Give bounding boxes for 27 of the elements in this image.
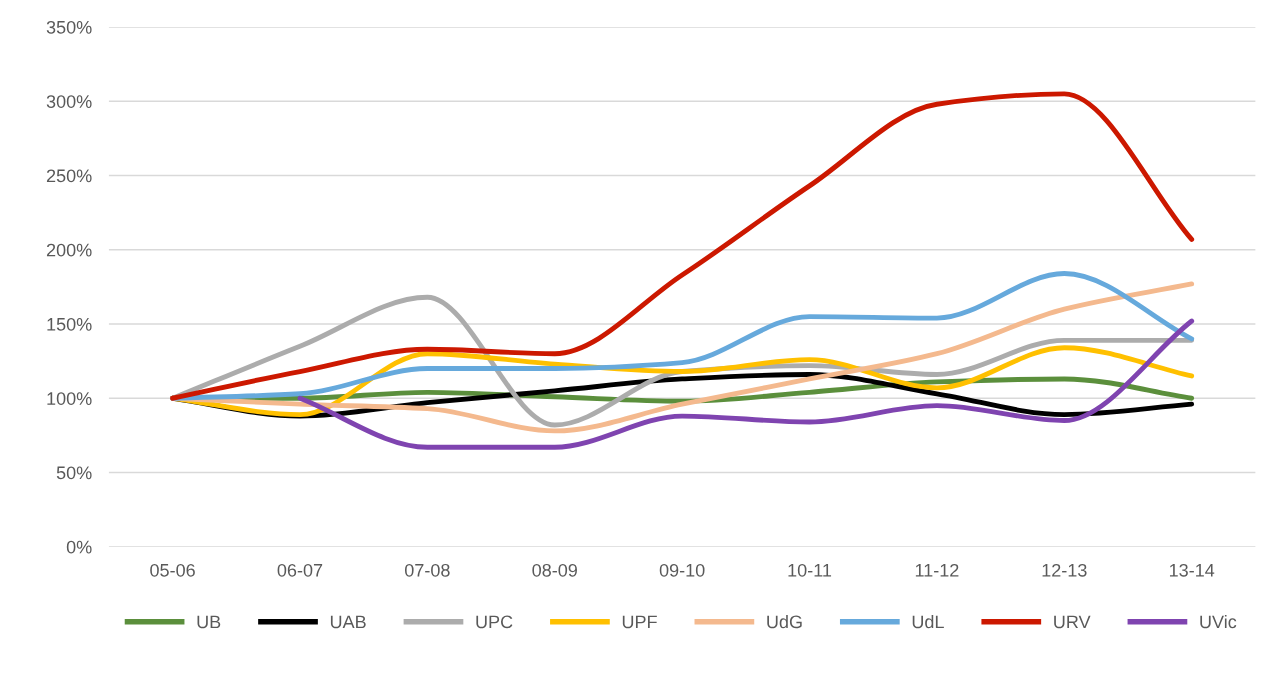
legend-label: URV bbox=[1054, 615, 1091, 629]
legend-label: UPF bbox=[622, 615, 657, 629]
legend-label: UdG bbox=[767, 614, 802, 629]
legend-label: UB bbox=[197, 615, 221, 629]
y-tick-label: 150% bbox=[47, 317, 92, 331]
x-tick-label: 05-06 bbox=[150, 563, 195, 577]
y-tick-label: 100% bbox=[47, 392, 92, 405]
x-tick-label: 12-13 bbox=[1042, 563, 1087, 577]
line-series bbox=[297, 318, 1195, 450]
x-tick-label: 11-12 bbox=[915, 563, 959, 577]
x-tick-label: 10-11 bbox=[788, 563, 832, 577]
x-tick-label: 09-10 bbox=[659, 563, 705, 577]
x-tick-label: 06-07 bbox=[277, 563, 323, 577]
legend-label: UPC bbox=[476, 615, 513, 629]
y-tick-label: 250% bbox=[46, 169, 92, 183]
y-tick-label: 0% bbox=[66, 540, 92, 554]
y-tick-label: 350% bbox=[46, 20, 92, 34]
legend-label: UVic bbox=[1200, 614, 1237, 629]
legend-label: UdL bbox=[912, 614, 944, 629]
legend-label: UAB bbox=[330, 615, 366, 629]
y-tick-label: 200% bbox=[46, 243, 92, 257]
line-series bbox=[170, 91, 1195, 401]
x-tick-label: 07-08 bbox=[404, 563, 450, 577]
x-tick-label: 13-14 bbox=[1169, 563, 1215, 577]
x-tick-label: 08-09 bbox=[532, 563, 577, 577]
y-tick-label: 300% bbox=[46, 95, 92, 108]
y-tick-label: 50% bbox=[56, 466, 92, 480]
